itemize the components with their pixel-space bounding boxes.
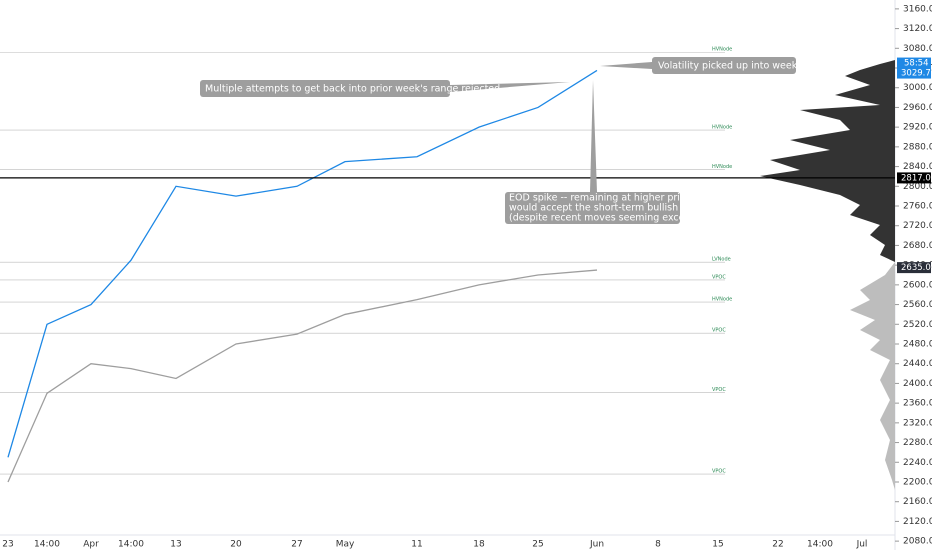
y-tick-label: 2720.00	[903, 221, 932, 231]
callout	[600, 62, 652, 69]
x-tick-label: 15	[712, 540, 723, 550]
x-tick-label: Apr	[83, 540, 99, 550]
level-label: VPOC	[712, 469, 726, 475]
volume-profile	[850, 262, 895, 490]
y-tick-label: 3080.00	[903, 44, 932, 54]
x-tick-label: 25	[532, 540, 543, 550]
x-tick-label: 14:00	[807, 540, 833, 550]
y-tick-label: 3160.00	[903, 4, 932, 14]
series-line	[7, 269, 598, 483]
annotation: EOD spike -- remaining at higher prices	[509, 193, 696, 204]
level-label: HVNode	[712, 125, 732, 131]
y-tick-label: 2480.00	[903, 339, 932, 349]
y-tick-label: 2240.00	[903, 458, 932, 468]
x-tick-label: May	[336, 540, 355, 550]
y-tick-label: 2320.00	[903, 418, 932, 428]
price-tag-label: 2817.00	[901, 173, 932, 183]
price-tag	[897, 67, 931, 79]
level-label: HVNode	[712, 297, 732, 303]
y-tick-label: 3000.00	[903, 83, 932, 93]
y-tick-label: 2120.00	[903, 517, 932, 527]
y-tick-label: 2760.00	[903, 202, 932, 212]
annotation: would accept the short-term bullish acti…	[509, 203, 717, 214]
callout	[590, 80, 597, 192]
x-tick-label: 22	[772, 540, 783, 550]
countdown: 58:54	[904, 59, 929, 69]
countdown-box	[897, 57, 931, 69]
annotation: Multiple attempts to get back into prior…	[205, 84, 503, 95]
x-tick-label: 18	[473, 540, 485, 550]
level-label: LVNode	[712, 257, 731, 263]
volume-profile	[760, 60, 895, 262]
annotation-box	[200, 80, 450, 97]
y-tick-label: 2520.00	[903, 320, 932, 330]
y-tick-label: 2680.00	[903, 241, 932, 251]
annotation-box	[652, 57, 796, 74]
annotation-box	[505, 192, 680, 224]
y-tick-label: 2880.00	[903, 142, 932, 152]
x-tick-label: 14:00	[118, 540, 144, 550]
y-tick-label: 2960.00	[903, 103, 932, 113]
x-tick-label: 11	[411, 540, 422, 550]
y-tick-label: 2280.00	[903, 438, 932, 448]
y-tick-label: 2440.00	[903, 359, 932, 369]
y-tick-label: 2840.00	[903, 162, 932, 172]
series-line	[7, 69, 598, 458]
x-tick-label: 14:00	[34, 540, 60, 550]
y-tick-label: 2400.00	[903, 379, 932, 389]
level-label: VPOC	[712, 328, 726, 334]
y-tick-label: 2360.00	[903, 399, 932, 409]
annotation: Volatility picked up into week-end.	[658, 61, 822, 72]
level-label: HVNode	[712, 47, 732, 53]
price-tag	[897, 262, 931, 274]
x-tick-label: 8	[655, 540, 661, 550]
y-tick-label: 2200.00	[903, 477, 932, 487]
y-tick-label: 3120.00	[903, 24, 932, 34]
annotations: Volatility picked up into week-end. Mult…	[200, 57, 822, 224]
x-tick-label: 27	[291, 540, 302, 550]
price-tag-label: 3029.75	[901, 69, 932, 79]
callout	[450, 82, 570, 92]
level-label: VPOC	[712, 387, 726, 393]
y-tick-label: 2800.00	[903, 182, 932, 192]
level-label: HVNode	[712, 164, 732, 170]
x-tick-label: 20	[230, 540, 242, 550]
y-tick-label: 2160.00	[903, 497, 932, 507]
y-tick-label: 2600.00	[903, 280, 932, 290]
x-tick-label: Jul	[856, 540, 868, 550]
x-tick-label: 23	[2, 540, 13, 550]
y-tick-label: 2920.00	[903, 123, 932, 133]
x-tick-label: Jun	[589, 540, 604, 550]
level-label: VPOC	[712, 274, 726, 280]
y-tick-label: 2560.00	[903, 300, 932, 310]
price-tag-label: 2635.00	[901, 263, 932, 273]
y-tick-label: 2080.00	[903, 537, 932, 547]
x-tick-label: 13	[170, 540, 181, 550]
price-tag	[897, 172, 931, 184]
annotation: (despite recent moves seeming excessive)…	[509, 213, 715, 224]
